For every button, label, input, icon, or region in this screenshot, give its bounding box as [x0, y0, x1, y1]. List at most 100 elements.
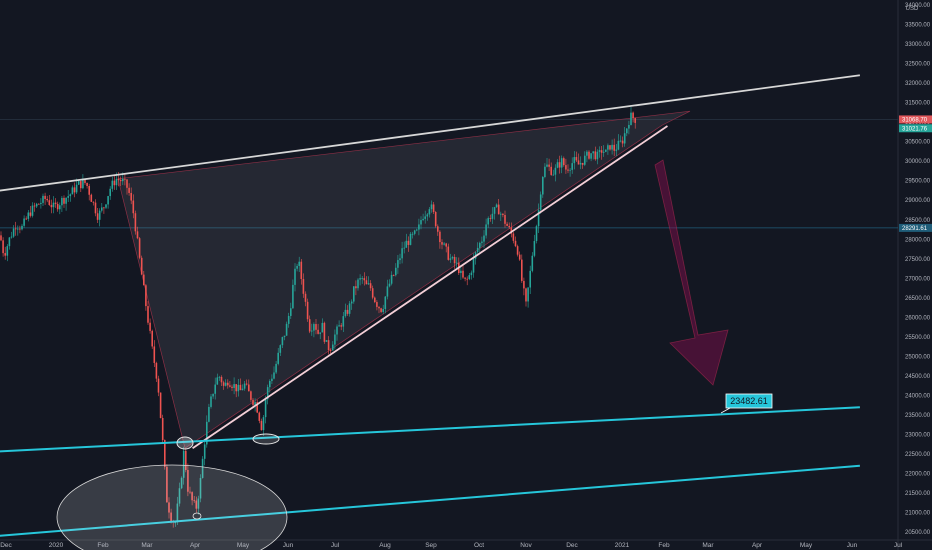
candle-body: [634, 118, 636, 123]
candle-body: [579, 162, 582, 165]
y-tick-label: 22500.00: [905, 452, 931, 458]
large-ellipse[interactable]: [56, 464, 288, 550]
candle-body: [113, 180, 116, 186]
candle-body: [357, 279, 359, 289]
trend-line[interactable]: [0, 74, 861, 192]
candle-body: [115, 178, 118, 186]
candle-body: [122, 178, 124, 182]
callout-box[interactable]: [725, 393, 773, 409]
y-tick-label: 30500.00: [905, 140, 931, 146]
candle-body: [243, 383, 246, 389]
trend-lines[interactable]: [0, 74, 861, 537]
candle-body: [266, 387, 269, 400]
candle-body: [613, 144, 615, 151]
candle-body: [439, 231, 441, 243]
down-arrow-annotation[interactable]: [654, 159, 729, 386]
candle-body: [296, 265, 298, 269]
candle-body: [569, 169, 571, 171]
candle-body: [407, 240, 410, 245]
small-ellipse[interactable]: [176, 436, 194, 450]
wedge-shape[interactable]: [117, 110, 691, 449]
candle-body: [397, 260, 399, 268]
x-tick-label: Mar: [141, 542, 153, 549]
candle-body: [563, 158, 565, 166]
candle-body: [189, 491, 191, 493]
candle-body: [14, 228, 17, 230]
candle-body: [107, 196, 109, 205]
candle-body: [168, 502, 170, 513]
small-ellipse[interactable]: [192, 512, 202, 520]
x-tick-label: Aug: [379, 542, 391, 549]
y-tick-label: 22000.00: [905, 472, 931, 478]
trend-line[interactable]: [0, 464, 860, 537]
candle-body: [443, 243, 445, 245]
candle-body: [523, 280, 525, 289]
x-tick-label: Apr: [190, 542, 201, 549]
candle-body: [2, 240, 4, 254]
x-tick-label: Dec: [0, 542, 12, 549]
candle-body: [600, 150, 603, 153]
y-tick-label: 23500.00: [905, 413, 931, 419]
candle-body: [308, 319, 311, 332]
candle-body: [529, 270, 531, 288]
candle-body: [531, 255, 534, 271]
candle-body: [218, 376, 221, 378]
candle-body: [220, 376, 223, 383]
candle-body: [161, 417, 164, 441]
candle-body: [222, 382, 225, 386]
candle-body: [327, 340, 330, 351]
candle-body: [208, 406, 210, 422]
candle-body: [65, 197, 67, 204]
candle-body: [586, 151, 588, 156]
candle-body: [451, 256, 454, 259]
candle-body: [27, 212, 30, 219]
candle-body: [0, 235, 2, 241]
candle-body: [155, 362, 158, 379]
ellipse-annotations[interactable]: [56, 433, 288, 550]
candle-body: [560, 158, 563, 168]
small-ellipse[interactable]: [252, 433, 280, 445]
candle-body: [344, 309, 347, 317]
candle-body: [96, 213, 99, 220]
candle-body: [178, 488, 181, 504]
candle-body: [176, 503, 179, 523]
candle-body: [332, 344, 334, 351]
candle-body: [35, 203, 38, 207]
candle-body: [239, 384, 242, 391]
candle-body: [143, 274, 145, 286]
candle-body: [254, 402, 256, 405]
x-tick-label: Jul: [894, 542, 903, 549]
x-axis[interactable]: Dec 2020 Feb Mar Apr May Jun Jul Aug Sep Oct Nov Dec…: [0, 542, 902, 549]
candle-body: [193, 500, 195, 502]
candle-body: [147, 306, 149, 323]
candle-body: [481, 241, 483, 243]
price-callout[interactable]: 23482.61: [720, 393, 773, 414]
candle-body: [12, 228, 15, 237]
y-tick-label: 28500.00: [905, 218, 931, 224]
y-tick-label: 33500.00: [905, 22, 931, 28]
candle-body: [138, 238, 141, 258]
candle-body: [441, 242, 443, 245]
x-tick-label: 2020: [49, 542, 64, 549]
candle-body: [602, 151, 605, 153]
candle-body: [241, 388, 244, 391]
candle-body: [29, 212, 32, 216]
candle-body: [418, 224, 420, 230]
candle-body: [151, 330, 153, 347]
price-tag-label: 31068.70: [902, 117, 928, 123]
candle-body: [77, 181, 80, 185]
candle-body: [33, 205, 36, 207]
candle-body: [140, 257, 143, 275]
candle-body: [552, 174, 555, 176]
down-arrow[interactable]: [654, 159, 729, 386]
candle-body: [544, 166, 546, 177]
candle-body: [180, 477, 183, 489]
candle-body: [63, 197, 65, 204]
candle-body: [460, 270, 462, 274]
trend-line[interactable]: [0, 406, 860, 453]
trend-line[interactable]: [192, 125, 668, 449]
candle-body: [224, 382, 227, 386]
